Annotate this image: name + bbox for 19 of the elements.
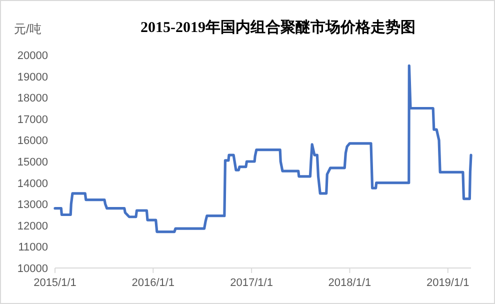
y-tick-label: 15000 (17, 156, 48, 168)
line-series (54, 64, 472, 234)
y-tick-label: 14000 (17, 178, 48, 190)
y-tick-label: 20000 (17, 50, 48, 62)
y-tick-label: 18000 (17, 92, 48, 105)
x-tick-label: 2016/1/1 (132, 277, 175, 289)
x-tick-label: 2017/1/1 (230, 277, 273, 289)
y-tick-label: 13000 (17, 199, 48, 212)
chart-title: 2015-2019年国内组合聚醚市场价格走势图 (140, 18, 416, 36)
y-tick-label: 11000 (18, 242, 48, 254)
y-tick-label: 17000 (17, 114, 48, 126)
x-tick-label: 2019/1/1 (426, 277, 470, 289)
y-tick-label: 19000 (17, 71, 48, 84)
x-tick-label: 2018/1/1 (328, 277, 372, 289)
y-tick-label: 10000 (17, 263, 48, 275)
x-tick-label: 2015/1/1 (34, 277, 76, 289)
y-tick-label: 12000 (17, 220, 48, 232)
y-axis-title: 元/吨 (14, 22, 42, 36)
y-tick-label: 16000 (17, 135, 48, 148)
